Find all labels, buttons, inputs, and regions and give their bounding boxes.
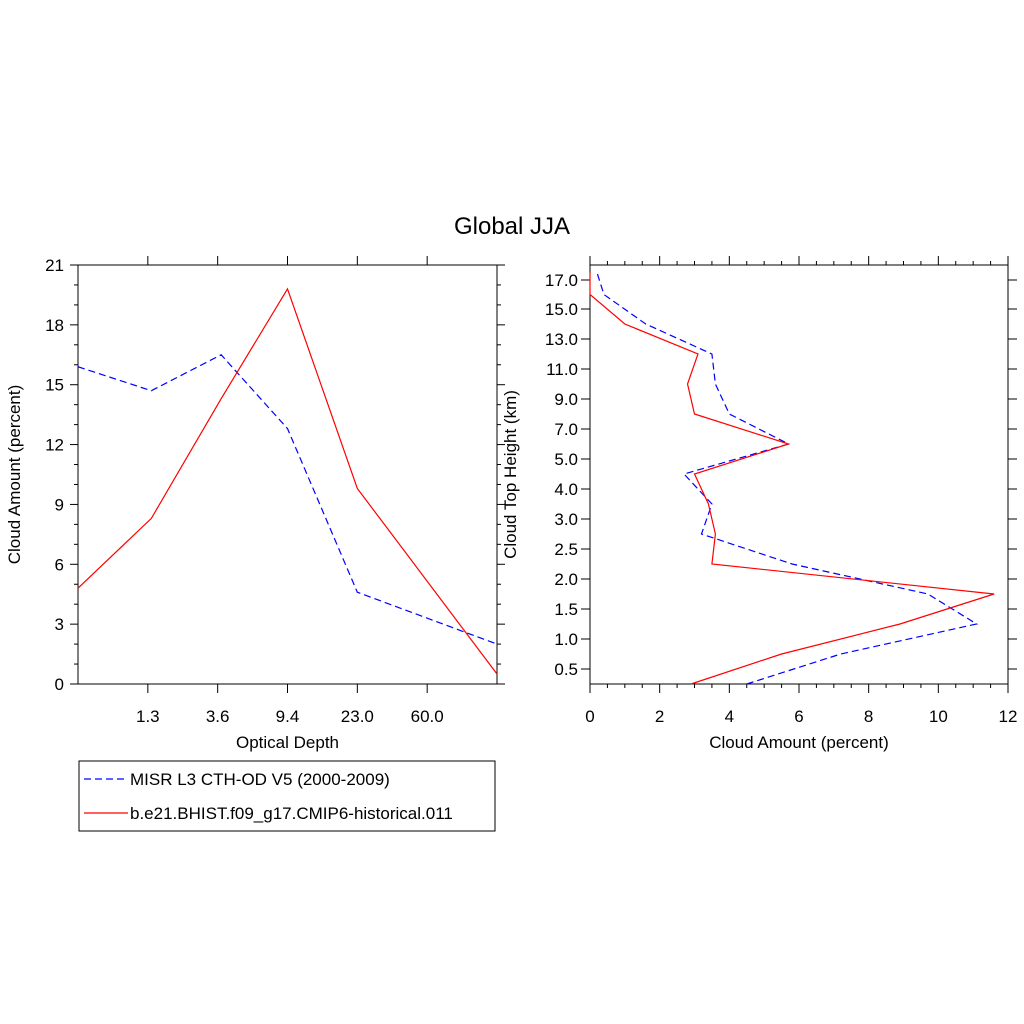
right-series-misr-line (596, 272, 979, 685)
left-x-tick-label: 3.6 (206, 707, 230, 726)
right-y-tick-label: 4.0 (554, 480, 578, 499)
right-x-tick-label: 6 (794, 707, 803, 726)
right-y-tick-label: 7.0 (554, 420, 578, 439)
left-series-misr-line (77, 354, 498, 645)
left-y-axis-label: Cloud Amount (percent) (5, 385, 24, 565)
right-x-tick-label: 8 (864, 707, 873, 726)
right-y-tick-label: 13.0 (545, 330, 578, 349)
left-series-model-line (77, 287, 498, 675)
left-y-tick-label: 3 (55, 615, 64, 634)
right-y-tick-label: 2.0 (554, 570, 578, 589)
right-y-tick-label: 1.5 (554, 600, 578, 619)
right-y-axis-label: Cloud Top Height (km) (501, 390, 520, 559)
left-y-tick-label: 6 (55, 555, 64, 574)
left-x-tick-label: 9.4 (276, 707, 300, 726)
right-y-tick-label: 17.0 (545, 271, 578, 290)
right-y-tick-label: 3.0 (554, 510, 578, 529)
right-x-tick-label: 10 (929, 707, 948, 726)
legend-label-model: b.e21.BHIST.f09_g17.CMIP6-historical.011 (130, 804, 453, 823)
left-x-tick-label: 60.0 (411, 707, 444, 726)
left-y-tick-label: 18 (45, 316, 64, 335)
left-plot-frame (77, 264, 498, 685)
right-x-tick-label: 4 (725, 707, 734, 726)
left-y-tick-label: 21 (45, 256, 64, 275)
left-y-tick-label: 12 (45, 436, 64, 455)
right-x-tick-label: 2 (655, 707, 664, 726)
right-y-tick-label: 15.0 (545, 300, 578, 319)
right-y-tick-label: 0.5 (554, 660, 578, 679)
right-series-model-line (589, 272, 995, 685)
left-x-tick-label: 1.3 (136, 707, 160, 726)
legend: MISR L3 CTH-OD V5 (2000-2009) b.e21.BHIS… (78, 760, 496, 832)
right-y-tick-label: 9.0 (554, 390, 578, 409)
left-x-tick-label: 23.0 (341, 707, 374, 726)
right-x-axis-label: Cloud Amount (percent) (709, 733, 889, 752)
legend-label-misr: MISR L3 CTH-OD V5 (2000-2009) (130, 770, 390, 789)
right-y-tick-label: 1.0 (554, 630, 578, 649)
legend-box (78, 760, 496, 832)
right-chart-panel: 0.5 1.0 1.5 2.0 2.5 3.0 4.0 5.0 7.0 9.0 11.0 13.0 15… (501, 256, 1017, 752)
left-chart-panel: 0 3 6 9 12 15 18 21 1.3 3.6 9.4 23.0 60.0 Optical Dep… (5, 256, 505, 752)
left-y-tick-label: 0 (55, 675, 64, 694)
right-y-tick-label: 5.0 (554, 450, 578, 469)
right-x-tick-label: 12 (999, 707, 1018, 726)
right-plot-frame (589, 264, 1009, 685)
right-y-tick-label: 11.0 (546, 360, 578, 379)
right-x-tick-label: 0 (585, 707, 594, 726)
left-y-tick-label: 15 (45, 376, 64, 395)
figure-title: Global JJA (454, 213, 570, 240)
left-x-axis-label: Optical Depth (236, 733, 339, 752)
left-y-tick-label: 9 (55, 495, 64, 514)
right-y-tick-label: 2.5 (554, 540, 578, 559)
